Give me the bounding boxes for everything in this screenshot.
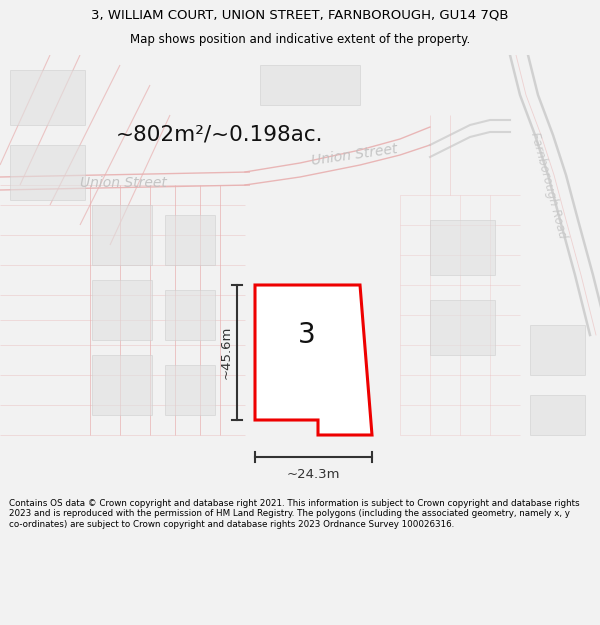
Bar [430,220,495,275]
Bar [165,290,215,340]
Bar [92,280,152,340]
Text: Union Street: Union Street [80,176,167,190]
Bar [10,145,85,200]
Bar [530,325,585,375]
Text: Contains OS data © Crown copyright and database right 2021. This information is : Contains OS data © Crown copyright and d… [9,499,580,529]
Bar [430,300,495,355]
Bar [165,365,215,415]
Text: 3, WILLIAM COURT, UNION STREET, FARNBOROUGH, GU14 7QB: 3, WILLIAM COURT, UNION STREET, FARNBORO… [91,9,509,22]
Text: ~45.6m: ~45.6m [220,326,233,379]
Text: Map shows position and indicative extent of the property.: Map shows position and indicative extent… [130,33,470,46]
Bar [165,215,215,265]
Bar [260,65,360,105]
Bar [92,205,152,265]
Bar [10,70,85,125]
Polygon shape [255,285,372,435]
Text: 3: 3 [298,321,316,349]
Bar [263,295,351,350]
Text: Union Street: Union Street [310,142,398,168]
Bar [92,355,152,415]
Text: ~802m²/~0.198ac.: ~802m²/~0.198ac. [116,125,324,145]
Text: Farnborough Road: Farnborough Road [527,131,568,239]
Text: ~24.3m: ~24.3m [287,469,340,481]
Bar [530,395,585,435]
